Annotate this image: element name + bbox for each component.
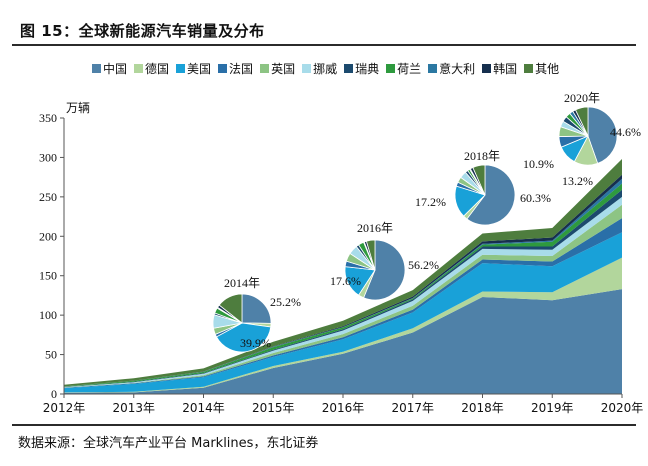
y-tick-label: 250 — [39, 190, 57, 204]
legend-label: 中国 — [103, 61, 128, 76]
source-note: 数据来源：全球汽车产业平台 Marklines，东北证券 — [18, 436, 319, 451]
legend-item: 德国 — [134, 60, 169, 77]
legend-item: 意大利 — [428, 60, 475, 77]
pie-2: 2018年 60.3% 17.2% — [415, 149, 551, 226]
footer-divider — [12, 424, 636, 426]
pie-slice — [574, 106, 589, 137]
x-tick-label: 2017年 — [391, 401, 434, 415]
legend-swatch — [386, 63, 396, 73]
y-tick-label: 100 — [39, 308, 57, 322]
area-series-group — [64, 159, 622, 394]
legend-swatch — [428, 63, 438, 73]
legend-item: 英国 — [260, 60, 295, 77]
pie-percent-label: 25.2% — [270, 295, 301, 309]
y-axis-label: 万辆 — [66, 101, 90, 115]
pie-percent-label: 13.2% — [562, 174, 593, 188]
pie-percent-label: 10.9% — [523, 157, 554, 171]
figure-title: 图 15：全球新能源汽车销量及分布 — [20, 22, 265, 40]
pie-slice — [365, 239, 376, 271]
pie-year-label: 2014年 — [224, 276, 260, 290]
legend-label: 意大利 — [439, 61, 476, 76]
pie-percent-label: 17.2% — [415, 195, 446, 209]
legend-label: 挪威 — [313, 61, 338, 76]
x-tick-label: 2016年 — [322, 401, 365, 415]
legend-label: 荷兰 — [397, 61, 422, 76]
legend-swatch — [302, 63, 312, 73]
x-tick-label: 2020年 — [601, 401, 644, 415]
legend-label: 韩国 — [493, 61, 518, 76]
legend-label: 法国 — [229, 61, 254, 76]
x-tick-label: 2018年 — [461, 401, 504, 415]
pie-percent-label: 17.6% — [330, 274, 361, 288]
legend-swatch — [344, 63, 354, 73]
area-series-0 — [64, 289, 622, 394]
legend-item: 其他 — [524, 60, 559, 77]
pie-1: 2016年 56.2% 17.6% — [330, 221, 439, 301]
pie-slice — [218, 293, 243, 324]
x-tick-label: 2014年 — [182, 401, 225, 415]
legend-item: 中国 — [92, 60, 127, 77]
legend-label: 其他 — [535, 61, 560, 76]
area-series-3 — [64, 218, 622, 389]
pie-slice — [363, 239, 406, 301]
legend-swatch — [92, 63, 101, 73]
x-tick-label: 2015年 — [252, 401, 295, 415]
pie-year-label: 2020年 — [564, 91, 600, 105]
pie-percent-label: 44.6% — [610, 125, 641, 139]
pie-percent-label: 56.2% — [408, 258, 439, 272]
legend-item: 美国 — [176, 60, 211, 77]
legend-item: 法国 — [218, 60, 253, 77]
y-tick-label: 300 — [39, 150, 57, 164]
chart-legend: 中国 德国 美国 法国 英国 挪威 瑞典 荷兰 意大利 韩国 其他 — [92, 60, 566, 76]
pie-year-label: 2016年 — [357, 221, 393, 235]
legend-item: 瑞典 — [344, 60, 379, 77]
pie-year-label: 2018年 — [464, 149, 500, 163]
legend-label: 瑞典 — [355, 61, 380, 76]
y-tick-label: 200 — [39, 229, 57, 243]
y-tick-label: 350 — [39, 111, 57, 125]
legend-label: 英国 — [271, 61, 296, 76]
y-tick-label: 150 — [39, 269, 57, 283]
title-bar: 图 15：全球新能源汽车销量及分布 — [12, 4, 636, 46]
pie-3: 2020年 44.6% 13.2% 10.9% — [523, 91, 641, 188]
pie-slice — [466, 164, 516, 226]
pie-0: 2014年 25.2% 39.9% — [212, 276, 301, 353]
legend-swatch — [482, 63, 492, 73]
legend-label: 美国 — [187, 61, 212, 76]
legend-swatch — [260, 63, 270, 73]
x-tick-label: 2019年 — [531, 401, 574, 415]
pie-slice — [215, 322, 272, 353]
pie-slice — [472, 164, 486, 196]
legend-item: 荷兰 — [386, 60, 421, 77]
area-series-2 — [64, 232, 622, 393]
y-tick-label: 0 — [51, 387, 57, 401]
legend-label: 德国 — [145, 61, 170, 76]
pie-slice — [241, 293, 272, 324]
legend-item: 韩国 — [482, 60, 517, 77]
x-tick-label: 2012年 — [43, 401, 86, 415]
pie-slice — [587, 106, 618, 164]
legend-swatch — [134, 63, 144, 73]
legend-swatch — [524, 63, 534, 73]
legend-item: 挪威 — [302, 60, 337, 77]
legend-swatch — [218, 63, 228, 73]
legend-swatch — [176, 63, 186, 73]
x-tick-label: 2013年 — [112, 401, 155, 415]
pie-percent-label: 39.9% — [240, 336, 271, 350]
y-tick-label: 50 — [45, 348, 57, 362]
pie-percent-label: 60.3% — [520, 191, 551, 205]
